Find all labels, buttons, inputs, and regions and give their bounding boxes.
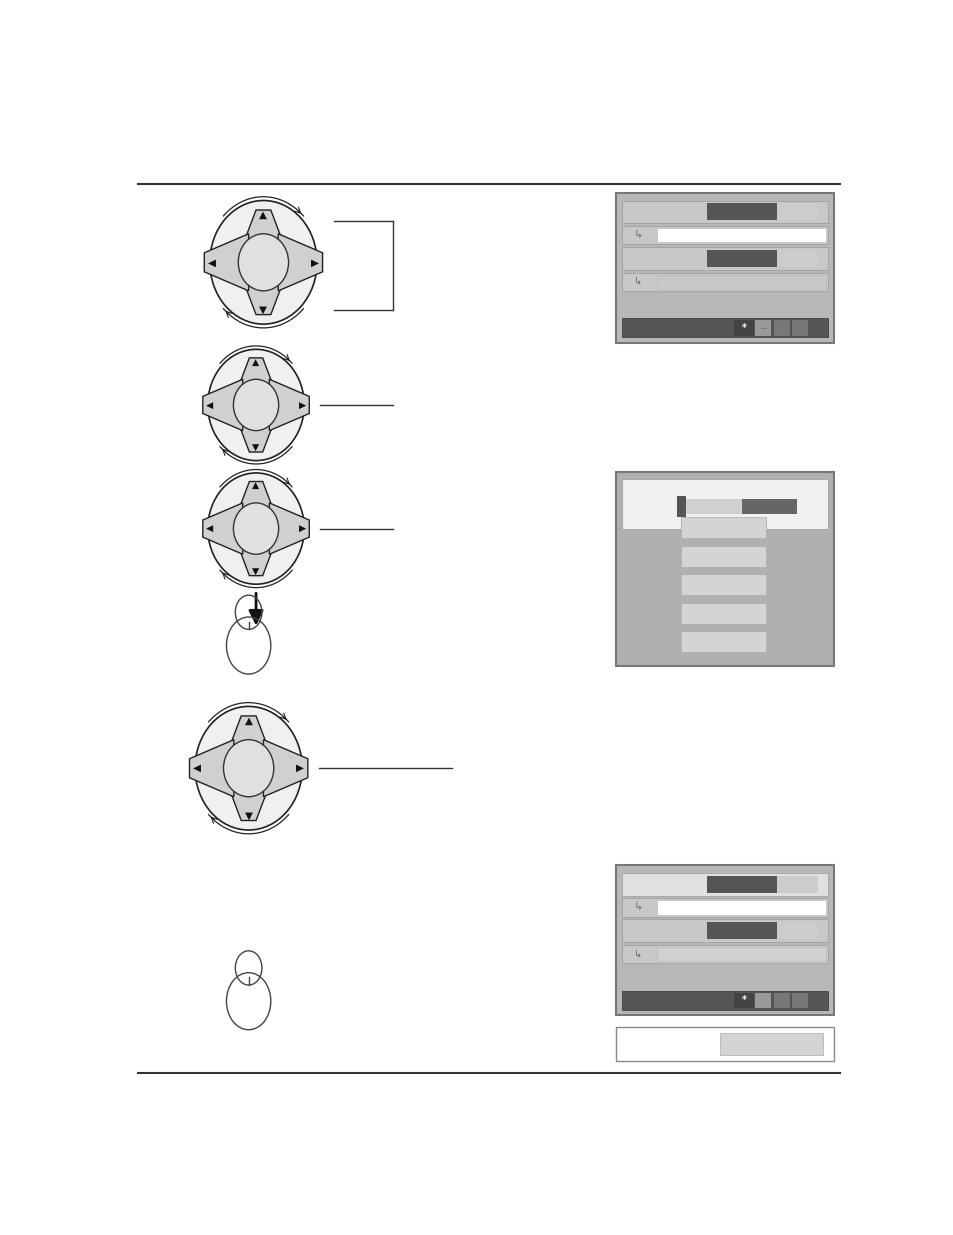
Polygon shape	[242, 210, 284, 246]
Text: ▶: ▶	[298, 400, 306, 410]
Text: ▶: ▶	[296, 763, 304, 773]
Polygon shape	[228, 716, 269, 751]
Text: ▲: ▲	[253, 358, 259, 367]
Bar	[656, 900, 825, 915]
Text: ▼: ▼	[244, 810, 253, 821]
Text: ◀: ◀	[208, 257, 215, 267]
Polygon shape	[278, 233, 322, 291]
Text: *: *	[740, 995, 745, 1005]
Bar	[777, 204, 817, 221]
Bar	[680, 574, 765, 595]
Text: ▶: ▶	[311, 257, 319, 267]
Polygon shape	[237, 482, 274, 514]
Polygon shape	[263, 740, 308, 797]
Bar	[734, 320, 753, 336]
Text: ↳: ↳	[633, 230, 642, 241]
Bar	[706, 204, 777, 221]
Bar	[616, 866, 833, 1015]
Bar	[621, 226, 827, 245]
Ellipse shape	[233, 379, 278, 431]
Text: ▼: ▼	[259, 305, 267, 315]
Text: ▲: ▲	[259, 210, 267, 220]
Text: ↳: ↳	[634, 277, 641, 287]
Polygon shape	[228, 785, 269, 820]
Polygon shape	[237, 543, 274, 576]
Polygon shape	[242, 279, 284, 315]
Bar	[791, 993, 807, 1008]
Text: —: —	[759, 325, 766, 331]
Bar	[621, 273, 827, 291]
Bar	[656, 228, 825, 242]
Ellipse shape	[208, 350, 304, 461]
Polygon shape	[237, 420, 274, 452]
Polygon shape	[190, 740, 233, 797]
Ellipse shape	[194, 706, 302, 830]
Bar	[656, 274, 825, 289]
Bar	[680, 603, 765, 624]
Bar	[777, 249, 817, 267]
Polygon shape	[269, 503, 309, 555]
Bar	[755, 993, 771, 1008]
Bar	[621, 479, 827, 529]
Bar	[680, 546, 765, 567]
Bar	[777, 876, 817, 893]
Bar	[680, 631, 765, 652]
Text: —: —	[796, 325, 802, 331]
Bar	[621, 945, 827, 963]
Bar	[706, 249, 777, 267]
Polygon shape	[203, 503, 242, 555]
Ellipse shape	[210, 200, 316, 324]
Bar	[777, 923, 817, 940]
Bar	[616, 472, 833, 667]
Bar	[621, 873, 827, 895]
Bar	[621, 919, 827, 942]
Ellipse shape	[233, 503, 278, 555]
Bar	[621, 319, 827, 337]
Bar	[616, 1026, 833, 1061]
Bar	[621, 899, 827, 916]
Text: ↳: ↳	[633, 903, 642, 913]
Bar	[706, 923, 777, 940]
Text: ▶: ▶	[298, 524, 306, 534]
Bar	[680, 517, 765, 538]
Bar	[621, 247, 827, 270]
Bar	[734, 993, 753, 1008]
Bar	[773, 993, 789, 1008]
Text: ▲: ▲	[253, 482, 259, 490]
Bar	[621, 200, 827, 224]
Polygon shape	[204, 233, 249, 291]
Bar	[773, 320, 789, 336]
Text: ↳: ↳	[634, 950, 641, 960]
Bar	[719, 1032, 822, 1056]
Text: ▲: ▲	[244, 715, 253, 726]
Text: —: —	[778, 325, 784, 331]
Bar	[656, 947, 825, 961]
Text: ▼: ▼	[253, 443, 259, 452]
Text: ◀: ◀	[206, 400, 213, 410]
Bar	[741, 499, 797, 514]
Bar	[706, 876, 777, 893]
Text: ▼: ▼	[253, 567, 259, 576]
Polygon shape	[237, 358, 274, 389]
Bar	[685, 499, 741, 514]
Ellipse shape	[208, 473, 304, 584]
Text: ◀: ◀	[193, 763, 201, 773]
Text: *: *	[740, 322, 745, 333]
Ellipse shape	[223, 740, 274, 797]
Polygon shape	[203, 379, 242, 431]
Bar	[677, 496, 685, 517]
Bar	[755, 320, 771, 336]
Polygon shape	[269, 379, 309, 431]
Text: ◀: ◀	[206, 524, 213, 534]
Bar	[791, 320, 807, 336]
Ellipse shape	[238, 233, 288, 291]
Bar	[621, 990, 827, 1010]
Bar	[616, 193, 833, 343]
